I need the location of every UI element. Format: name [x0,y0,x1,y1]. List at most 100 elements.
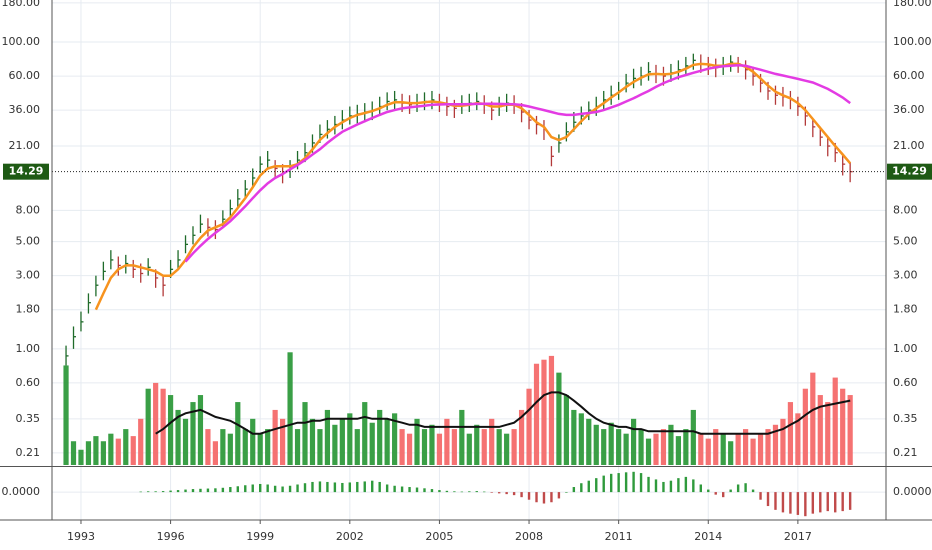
y-tick-label-right: 60.00 [893,69,925,82]
oscillator-bar [550,492,553,503]
volume-bar [601,429,607,465]
oscillator-bar [348,482,352,493]
oscillator-bar [445,490,449,493]
oscillator-bar [654,479,658,493]
oscillator-bar [438,490,441,493]
y-tick-label: 1.00 [16,342,41,355]
y-tick-label: 100.00 [2,35,41,48]
oscillator-bar [804,492,807,517]
y-tick-label-right: 5.00 [893,235,918,248]
volume-bar [474,424,480,465]
volume-bar [713,429,719,465]
moving-average [184,64,851,263]
oscillator-bar [572,487,576,493]
volume-bar [182,418,189,465]
y-tick-label-right: 1.00 [893,342,918,355]
volume-bar [578,413,584,465]
oscillator-bar [692,479,695,493]
volume-bar [227,433,233,465]
oscillator-bar [169,490,172,493]
volume-bar [265,429,271,465]
oscillator-bar [826,492,829,512]
oscillator [139,471,852,517]
y-tick-label-right: 0.35 [893,412,918,425]
oscillator-bar [512,492,516,496]
oscillator-bar [617,473,620,493]
volume-bar [280,418,286,465]
volume-bar [317,429,323,465]
x-tick-label: 2005 [425,530,453,543]
volume-bar [287,352,293,465]
oscillator-bar [430,489,434,493]
oscillator-bar [139,491,142,493]
last-price-box [887,163,932,180]
last-price-label: 14.29 [892,165,927,178]
y-tick-label-right: 0.21 [893,446,918,459]
moving-average [155,391,851,435]
last-price-box [3,163,49,180]
oscillator-bar [363,481,366,493]
volume-bar [608,422,614,465]
oscillator-bar [244,485,247,493]
volume-bar [429,424,435,465]
volume-bar [93,436,99,465]
oscillator-bar [565,492,568,493]
oscillator-bar [318,481,322,493]
volume-bar [309,418,316,465]
oscillator-bar [497,492,501,494]
oscillator-bar [595,478,598,493]
oscillator-bar [766,492,770,507]
volume-bar [533,363,540,465]
y-tick-label-right: 3.00 [893,269,918,282]
y-tick-label-right: 8.00 [893,203,918,216]
oscillator-bar [408,487,411,493]
volume-bar [623,433,629,465]
y-tick-label-right: 1.80 [893,303,918,316]
oscillator-bar [199,488,202,493]
y-tick-label: 36.00 [9,103,41,116]
y-tick-label: 3.00 [16,269,41,282]
last-price-label: 14.29 [9,165,44,178]
oscillator-bar [662,481,665,493]
volume-bar [175,409,181,465]
volume-bar [347,413,353,465]
y-tick-label-right: 21.00 [893,139,925,152]
oscillator-bar [311,481,314,493]
y-tick-label: 0.35 [16,412,41,425]
oscillator-bar [191,489,195,493]
volume-bar [451,429,457,465]
y-tick-label-right: 0.0000 [893,485,932,498]
volume-bar [668,424,674,465]
volume-bar [339,418,345,465]
oscillator-bar [385,484,389,493]
x-tick-label: 1993 [67,530,95,543]
volume-bar [750,438,756,465]
volume-bar [772,424,779,465]
oscillator-bar [184,489,187,493]
x-tick-label: 2014 [694,530,722,543]
volume-bar [847,395,853,465]
oscillator-bar [505,492,508,495]
oscillator-bar [475,491,478,493]
volume-bar [250,418,256,465]
volume-bar [481,429,487,465]
volume-bar [787,402,794,465]
x-tick-label: 2017 [784,530,812,543]
volume-bar [332,424,338,465]
oscillator-bar [423,488,426,493]
oscillator-bar [214,488,217,493]
oscillator-bar [303,483,307,493]
oscillator-bar [371,480,374,493]
oscillator-bar [333,482,337,493]
volume-bar [489,418,495,465]
volume-bar [660,429,667,465]
y-tick-label: 1.80 [16,303,41,316]
volume-bar [138,418,144,465]
oscillator-bar [774,492,777,510]
price [65,53,853,435]
volume-bar [571,409,577,465]
x-tick-label: 2002 [336,530,364,543]
volume-bar [324,409,331,465]
